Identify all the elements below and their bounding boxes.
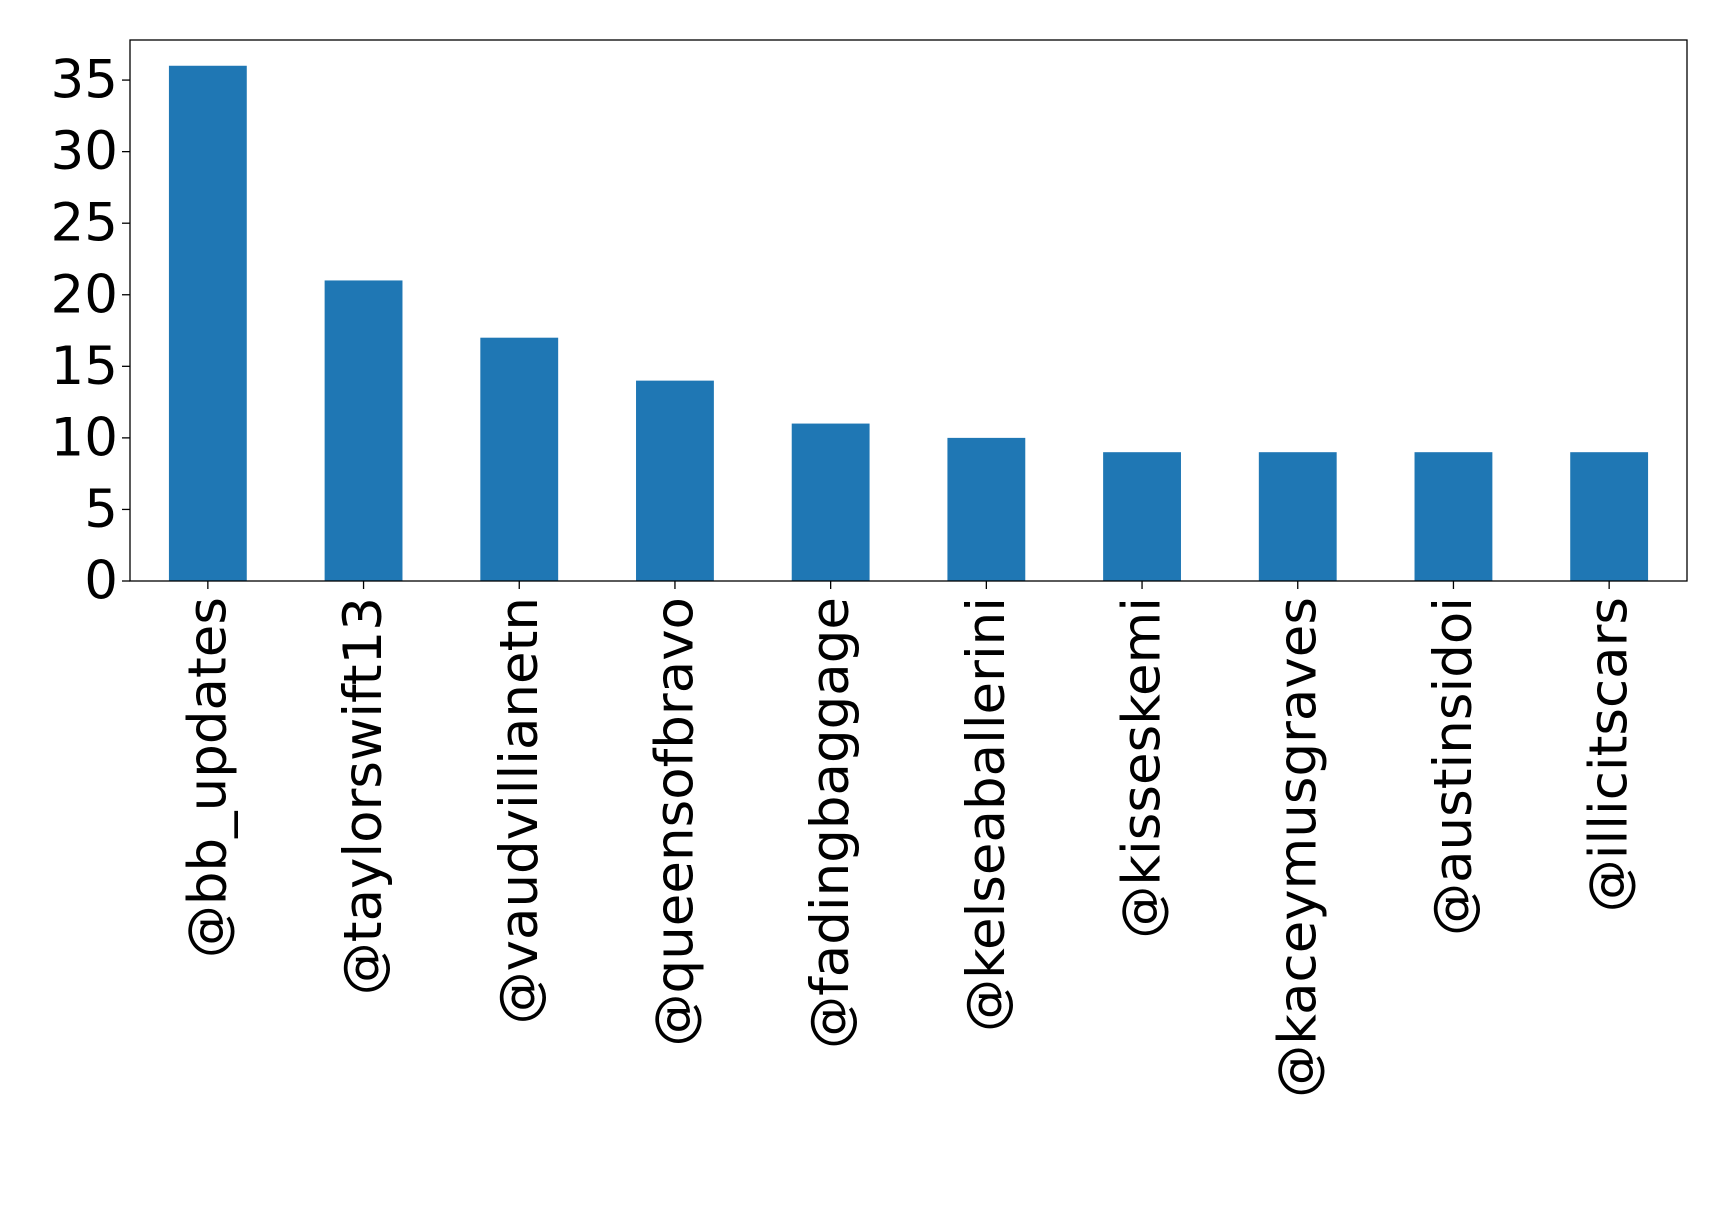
x-tick-label: @taylorswift13 (333, 597, 394, 995)
bar (1103, 452, 1181, 581)
bar (480, 337, 559, 581)
x-tick-label: @queensofbravo (644, 597, 705, 1046)
bar (791, 423, 870, 581)
bar (636, 380, 714, 581)
bar (168, 65, 247, 581)
x-tick-label: @austinsidoi (1423, 597, 1484, 936)
x-tick-label: @kisseskemi (1112, 597, 1173, 939)
y-tick-label: 30 (51, 121, 118, 182)
y-tick-label: 10 (51, 407, 118, 468)
bar (1570, 452, 1649, 581)
y-tick-label: 25 (51, 193, 118, 254)
bar (324, 280, 403, 581)
plot-frame (129, 39, 1688, 582)
y-tick-label: 5 (84, 479, 118, 540)
y-tick-label: 35 (51, 50, 118, 111)
x-axis: @bb_updates @taylorswift13 @vaudvillianetn… (177, 581, 1640, 1098)
x-tick-label: @vaudvillianetn (489, 597, 550, 1024)
y-tick-label: 0 (84, 551, 118, 612)
x-tick-label: @fadingbaggage (800, 597, 861, 1049)
x-tick-label: @kelseaballerini (956, 597, 1017, 1032)
y-axis: 0 5 10 15 20 25 30 35 (51, 50, 130, 612)
y-tick-label: 15 (51, 336, 118, 397)
bar (1414, 452, 1493, 581)
x-tick-label: @kaceymusgraves (1267, 597, 1328, 1098)
bars (168, 65, 1649, 581)
bar (947, 437, 1026, 581)
bar (1258, 452, 1337, 581)
y-tick-label: 20 (51, 264, 118, 325)
x-tick-label: @bb_updates (177, 597, 238, 958)
x-tick-label: @illicitscars (1579, 597, 1640, 912)
